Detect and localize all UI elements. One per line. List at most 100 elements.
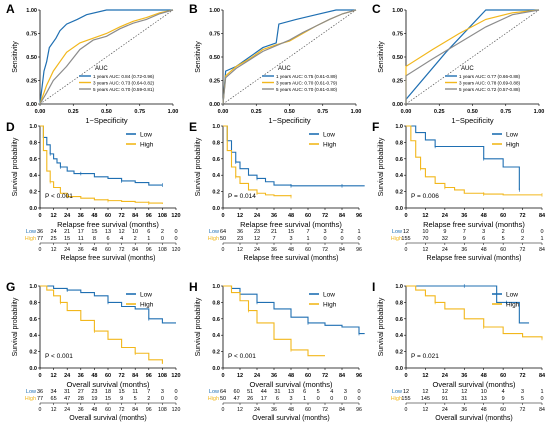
risk-count: 9	[120, 396, 123, 402]
y-tick-label: 0.50	[26, 55, 37, 61]
y-tick-label: 1.00	[392, 8, 403, 14]
risk-count: 25	[51, 236, 57, 242]
x-tick-label: 96	[146, 213, 152, 219]
survival-curve-low	[406, 285, 530, 324]
legend-title: AUC	[278, 66, 291, 72]
x-tick-label: 12	[237, 213, 243, 219]
y-axis-label: Survival probability	[195, 297, 202, 356]
risk-count: 0	[344, 396, 347, 402]
x-tick-label: 84	[132, 213, 139, 219]
legend-label: 5 years AUC: 0.70 (0.59-0.81)	[93, 87, 154, 92]
x-tick-label: 0.25	[434, 109, 445, 115]
x-tick-label: 72	[520, 373, 526, 379]
y-axis-label: Survival probability	[12, 137, 19, 196]
risk-x-tick-label: 12	[51, 407, 57, 413]
x-tick-label: 84	[339, 373, 346, 379]
survival-curve-high	[40, 125, 163, 204]
risk-count: 6	[147, 229, 150, 235]
risk-count: 47	[64, 396, 70, 402]
y-tick-label: 1.0	[212, 124, 220, 130]
x-axis-label: Relapse free survival (months)	[240, 220, 342, 229]
risk-x-tick-label: 0	[222, 407, 225, 413]
risk-row-label: High	[25, 236, 36, 242]
risk-count: 5	[521, 396, 524, 402]
y-tick-label: 0.4	[395, 333, 404, 339]
x-tick-label: 0	[38, 373, 41, 379]
risk-x-tick-label: 48	[92, 407, 98, 413]
x-axis-label: Overall survival (months)	[67, 380, 150, 389]
roc-curve-1	[222, 9, 356, 105]
risk-count: 51	[247, 389, 253, 395]
x-tick-label: 1.00	[351, 109, 362, 115]
x-axis-label: Relapse free survival (months)	[57, 220, 159, 229]
risk-count: 44	[261, 389, 267, 395]
legend-label: Low	[323, 132, 335, 139]
risk-count: 3	[289, 236, 292, 242]
survival-curve-low	[40, 125, 163, 186]
x-tick-label: 12	[51, 213, 57, 219]
risk-x-tick-label: 72	[322, 247, 328, 253]
x-tick-label: 0	[404, 213, 407, 219]
risk-count: 11	[78, 236, 84, 242]
risk-x-tick-label: 84	[339, 247, 345, 253]
risk-count: 21	[271, 229, 277, 235]
x-tick-label: 36	[78, 213, 84, 219]
reference-diagonal	[39, 9, 174, 105]
risk-count: 0	[357, 396, 360, 402]
risk-x-tick-label: 60	[305, 247, 311, 253]
risk-count: 32	[442, 236, 448, 242]
legend-label: Low	[140, 132, 152, 139]
risk-count: 10	[422, 229, 428, 235]
risk-count: 1	[306, 236, 309, 242]
legend-label: Low	[506, 132, 518, 139]
risk-count: 0	[323, 236, 326, 242]
risk-count: 18	[105, 389, 111, 395]
risk-count: 10	[132, 229, 138, 235]
panel-letter: I	[372, 280, 375, 294]
risk-count: 12	[119, 229, 125, 235]
risk-x-axis-label: Relapse free survival (months)	[244, 255, 339, 262]
risk-x-tick-label: 48	[288, 247, 294, 253]
risk-count: 27	[78, 389, 84, 395]
risk-x-tick-label: 96	[146, 407, 152, 413]
risk-count: 65	[51, 396, 57, 402]
risk-x-tick-label: 24	[442, 247, 448, 253]
risk-count: 3	[521, 389, 524, 395]
risk-count: 1	[540, 236, 543, 242]
y-tick-label: 1.0	[29, 124, 37, 130]
x-axis-label: Overall survival (months)	[250, 380, 333, 389]
risk-x-tick-label: 60	[105, 247, 111, 253]
risk-count: 2	[147, 396, 150, 402]
risk-count: 50	[220, 236, 226, 242]
x-tick-label: 120	[171, 213, 180, 219]
risk-count: 9	[502, 396, 505, 402]
risk-count: 70	[422, 236, 428, 242]
y-tick-label: 0.75	[209, 32, 220, 38]
legend-label: 5 years AUC: 0.72 (0.57-0.88)	[459, 87, 520, 92]
y-tick-label: 0.6	[395, 157, 403, 163]
risk-x-tick-label: 60	[500, 407, 506, 413]
risk-x-tick-label: 84	[132, 247, 138, 253]
legend-label: High	[140, 302, 154, 309]
risk-count: 0	[161, 396, 164, 402]
x-tick-label: 0.50	[467, 109, 478, 115]
risk-count: 0	[161, 236, 164, 242]
survival-curve-high	[40, 285, 163, 364]
risk-x-tick-label: 60	[305, 407, 311, 413]
y-tick-label: 1.0	[395, 284, 403, 290]
y-tick-label: 0.2	[395, 350, 403, 356]
risk-row-label: Low	[392, 229, 402, 235]
risk-count: 0	[540, 396, 543, 402]
risk-count: 36	[37, 389, 43, 395]
risk-count: 0	[357, 389, 360, 395]
y-tick-label: 0.25	[26, 79, 37, 85]
risk-x-tick-label: 108	[158, 247, 167, 253]
y-tick-label: 0.8	[212, 300, 220, 306]
survival-curve-low	[223, 285, 365, 335]
risk-count: 11	[132, 389, 138, 395]
roc-curve-1	[39, 9, 173, 105]
x-tick-label: 0	[38, 213, 41, 219]
survival-curve-high	[223, 125, 292, 197]
x-tick-label: 84	[339, 213, 346, 219]
risk-count: 0	[174, 389, 177, 395]
